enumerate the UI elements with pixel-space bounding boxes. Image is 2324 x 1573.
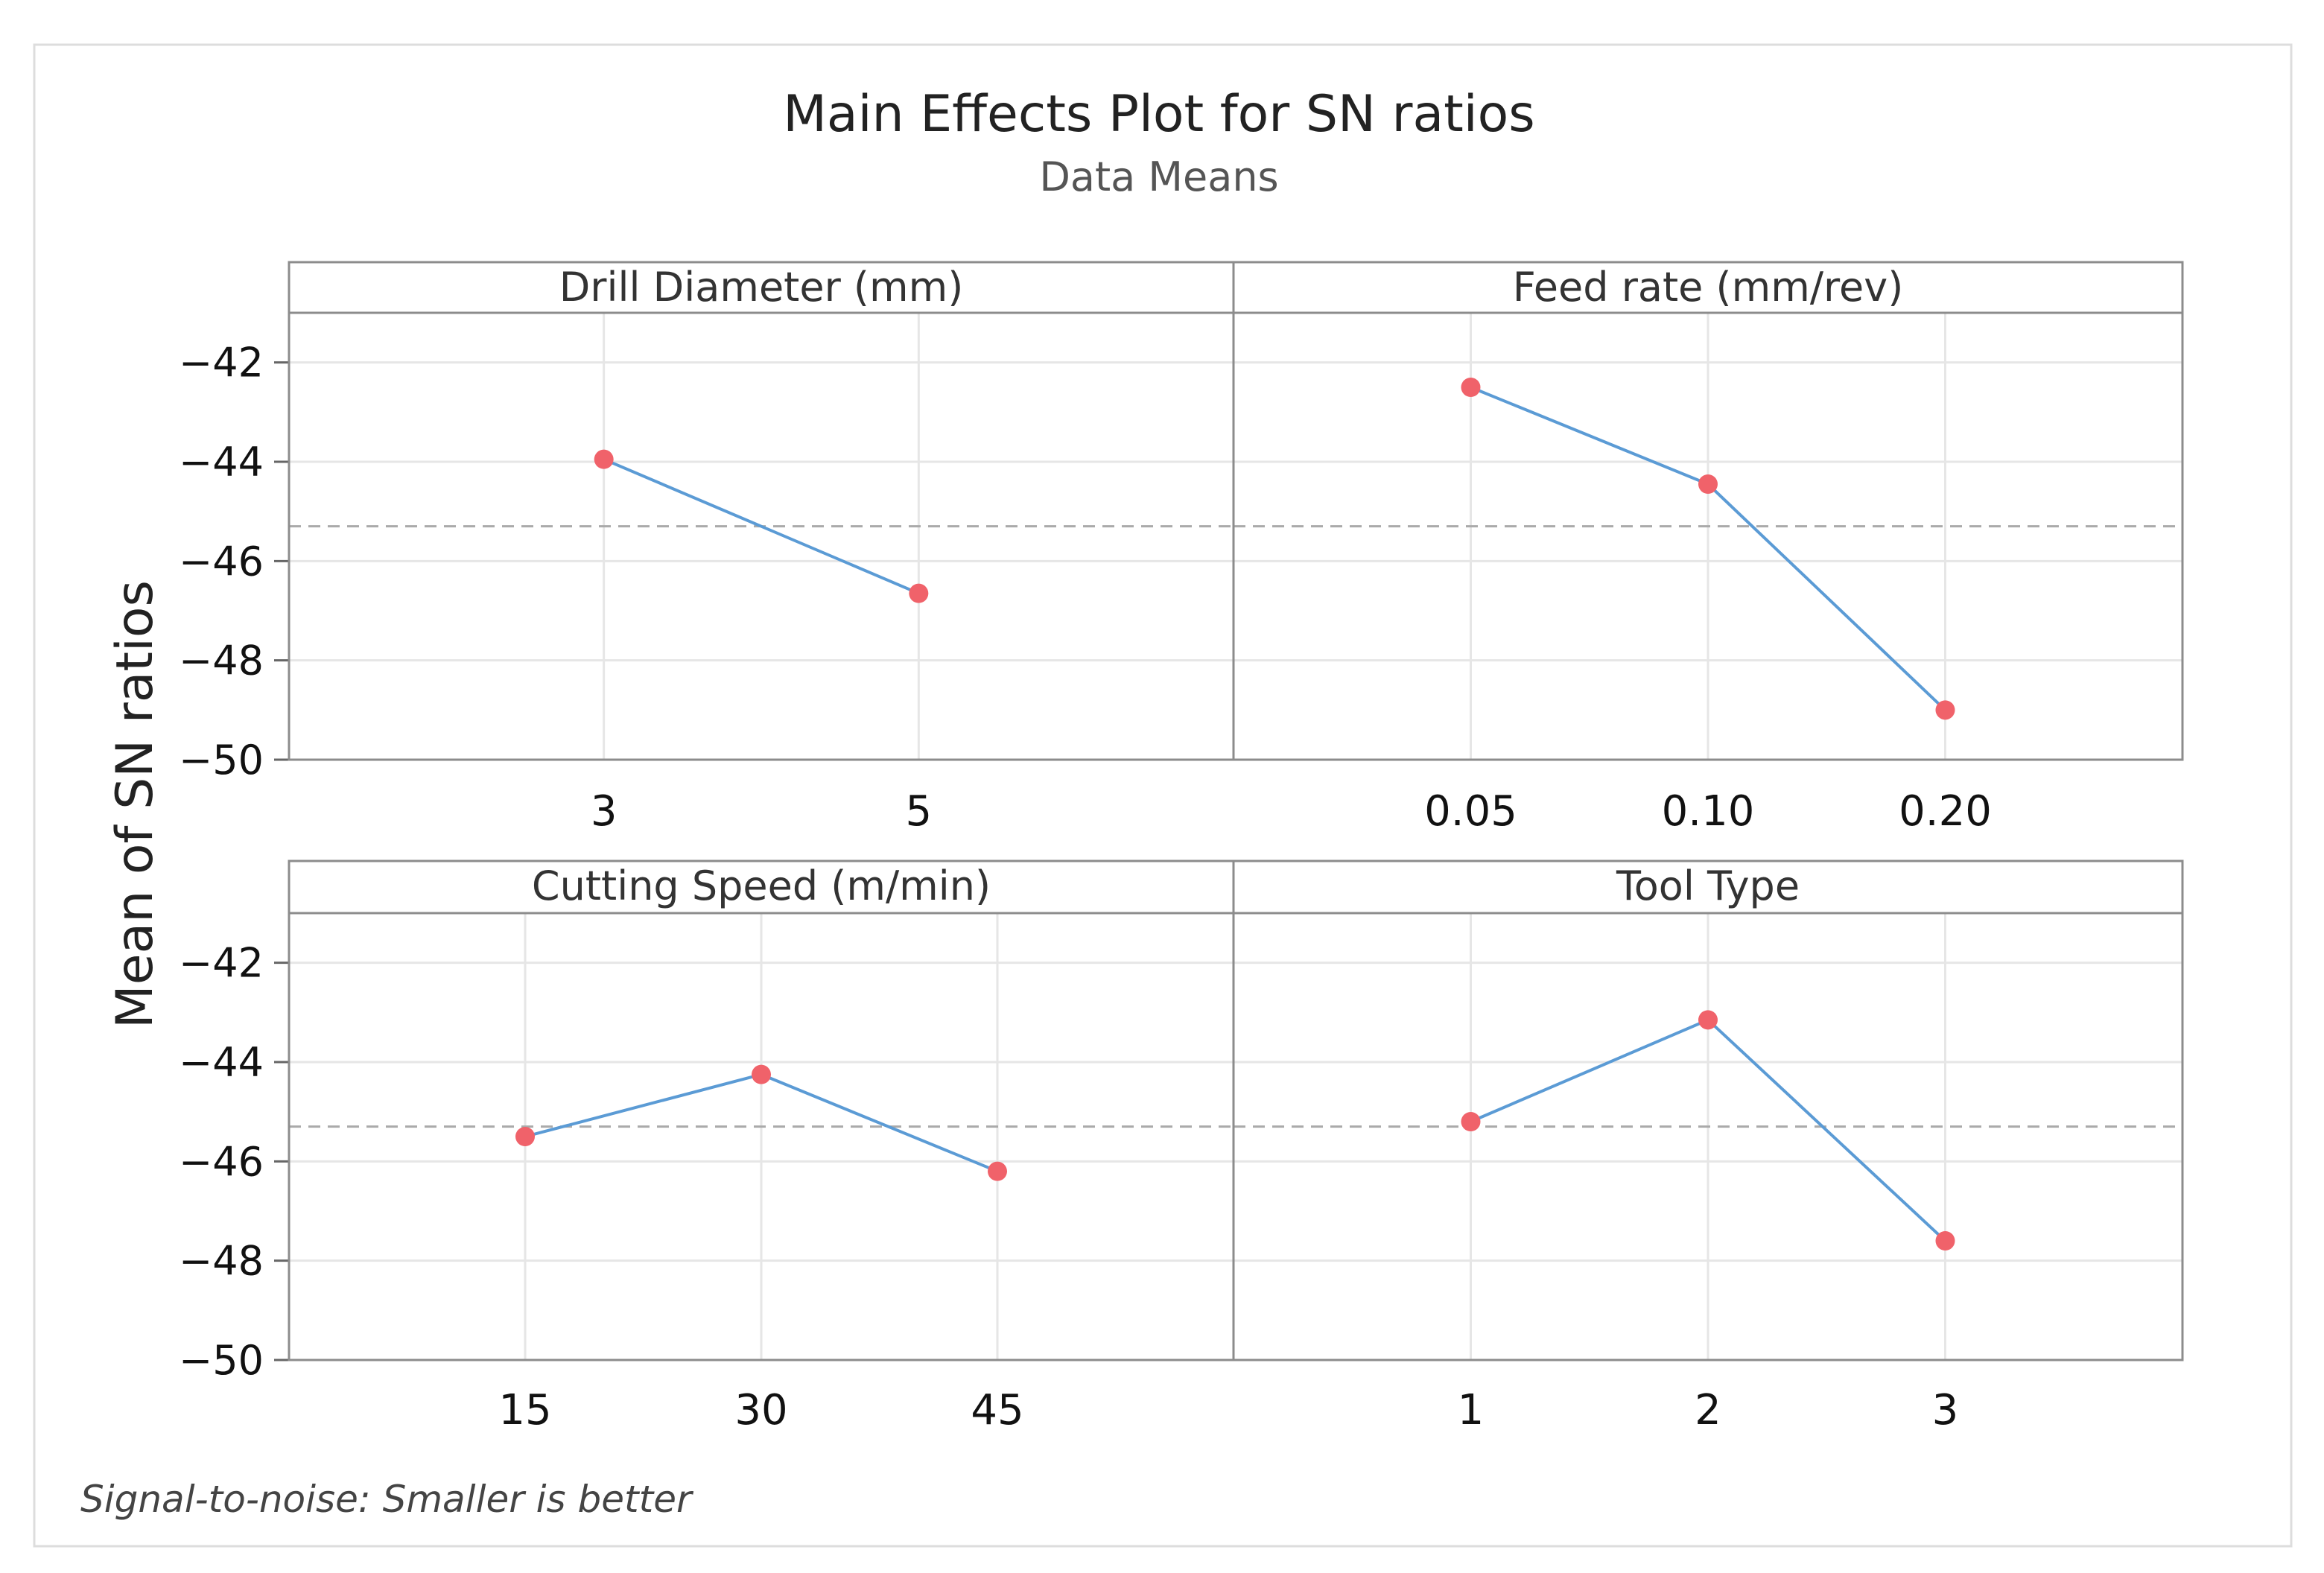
- panel-title: Tool Type: [1616, 862, 1800, 909]
- x-tick-label: 1: [1458, 1386, 1485, 1434]
- y-tick-label: −46: [179, 538, 264, 585]
- panel-frame: [1232, 311, 2184, 761]
- x-tick-label: 3: [1932, 1386, 1959, 1434]
- panel-header: [1232, 261, 2184, 314]
- x-tick-label: 0.10: [1662, 787, 1755, 836]
- x-tick-label: 2: [1695, 1386, 1721, 1434]
- panel-header: [288, 859, 1235, 915]
- data-point: [1461, 378, 1481, 397]
- y-tick-label: −42: [179, 940, 264, 987]
- x-tick-label: 0.20: [1899, 787, 1992, 836]
- x-tick-label: 0.05: [1424, 787, 1517, 836]
- panel-frame: [1232, 912, 2184, 1361]
- y-tick-label: −44: [179, 1039, 264, 1086]
- y-tick-label: −48: [179, 638, 264, 684]
- x-tick-label: 15: [498, 1386, 551, 1434]
- chart-subtitle: Data Means: [1039, 153, 1278, 200]
- data-point: [1698, 474, 1718, 494]
- panels-layer: −42 −44 −46 −48 −50 Drill Diameter (mm) 3 5 Feed…: [179, 261, 2184, 1434]
- y-tick-label: −46: [179, 1138, 264, 1185]
- series-line: [603, 457, 920, 595]
- data-point: [1461, 1112, 1481, 1131]
- y-tick-label: −42: [179, 340, 264, 387]
- panel-header: [288, 261, 1235, 314]
- x-tick-label: 5: [906, 787, 933, 836]
- data-point: [1698, 1010, 1718, 1030]
- x-tick-label: 45: [971, 1386, 1023, 1434]
- data-point: [594, 449, 614, 469]
- data-point: [752, 1064, 771, 1084]
- panel-title: Drill Diameter (mm): [559, 264, 964, 311]
- y-tick-label: −48: [179, 1238, 264, 1285]
- data-point: [1935, 1231, 1955, 1251]
- data-point: [909, 583, 929, 603]
- footnote: Signal-to-noise: Smaller is better: [80, 1478, 694, 1521]
- y-axis-label: Mean of SN ratios: [106, 580, 165, 1029]
- data-point: [1935, 700, 1955, 720]
- data-point: [515, 1127, 535, 1146]
- chart-title: Main Effects Plot for SN ratios: [783, 85, 1534, 144]
- y-tick-label: −44: [179, 439, 264, 486]
- y-tick-label: −50: [179, 737, 264, 784]
- y-tick-label: −50: [179, 1337, 264, 1384]
- x-tick-label: 3: [591, 787, 617, 836]
- data-point: [988, 1161, 1007, 1181]
- panel-title: Cutting Speed (m/min): [532, 862, 991, 909]
- panel-title: Feed rate (mm/rev): [1513, 264, 1904, 311]
- x-tick-label: 30: [734, 1386, 787, 1434]
